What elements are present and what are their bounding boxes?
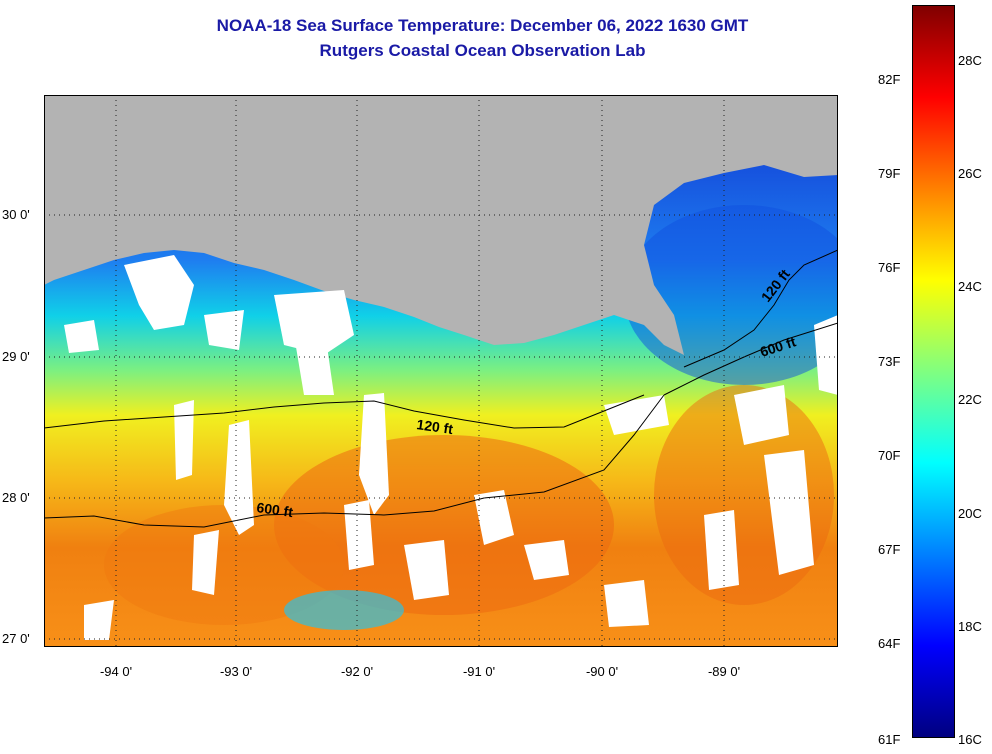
lat-label: 28 0' <box>2 490 30 505</box>
lon-label: -89 0' <box>707 664 741 679</box>
colorbar-label-f: 76F <box>878 260 901 275</box>
colorbar-label-c: 28C <box>958 53 982 68</box>
colorbar-label-f: 73F <box>878 354 901 369</box>
colorbar-label-f: 67F <box>878 542 901 557</box>
graticule <box>44 95 838 647</box>
colorbar-label-f: 82F <box>878 72 901 87</box>
colorbar-label-c: 26C <box>958 166 982 181</box>
colorbar-label-f: 79F <box>878 166 901 181</box>
land-mass <box>44 95 838 355</box>
lat-label: 30 0' <box>2 207 30 222</box>
contour-120ft-west <box>44 394 645 429</box>
contour-label: 600 ft <box>256 499 295 520</box>
colorbar-label-c: 20C <box>958 506 982 521</box>
sst-map-canvas: 120 ft 600 ft 120 ft 600 ft <box>44 95 838 647</box>
lon-label: -92 0' <box>340 664 374 679</box>
lat-label: 27 0' <box>2 631 30 646</box>
map-title: NOAA-18 Sea Surface Temperature: Decembe… <box>216 16 749 35</box>
temperature-colorbar <box>912 5 955 738</box>
lon-label: -94 0' <box>99 664 133 679</box>
colorbar-label-c: 18C <box>958 619 982 634</box>
map-frame <box>44 95 838 647</box>
cool-region <box>284 590 404 630</box>
colorbar-label-f: 64F <box>878 636 901 651</box>
warm-region <box>104 505 344 625</box>
cloud-cover <box>64 255 838 640</box>
contour-600ft-west <box>44 394 665 528</box>
colorbar-label-c: 22C <box>958 392 982 407</box>
sst-map: 120 ft 600 ft 120 ft 600 ft <box>44 95 838 647</box>
contour-label: 120 ft <box>416 416 455 437</box>
lon-label: -90 0' <box>585 664 619 679</box>
lon-label: -93 0' <box>219 664 253 679</box>
lon-label: -91 0' <box>462 664 496 679</box>
map-subtitle: Rutgers Coastal Ocean Observation Lab <box>319 41 646 60</box>
colorbar-label-c: 24C <box>958 279 982 294</box>
colorbar-label-f: 70F <box>878 448 901 463</box>
colorbar-label-f: 61F <box>878 732 901 747</box>
warm-region <box>274 435 614 615</box>
colorbar-label-c: 16C <box>958 732 982 747</box>
lat-label: 29 0' <box>2 349 30 364</box>
